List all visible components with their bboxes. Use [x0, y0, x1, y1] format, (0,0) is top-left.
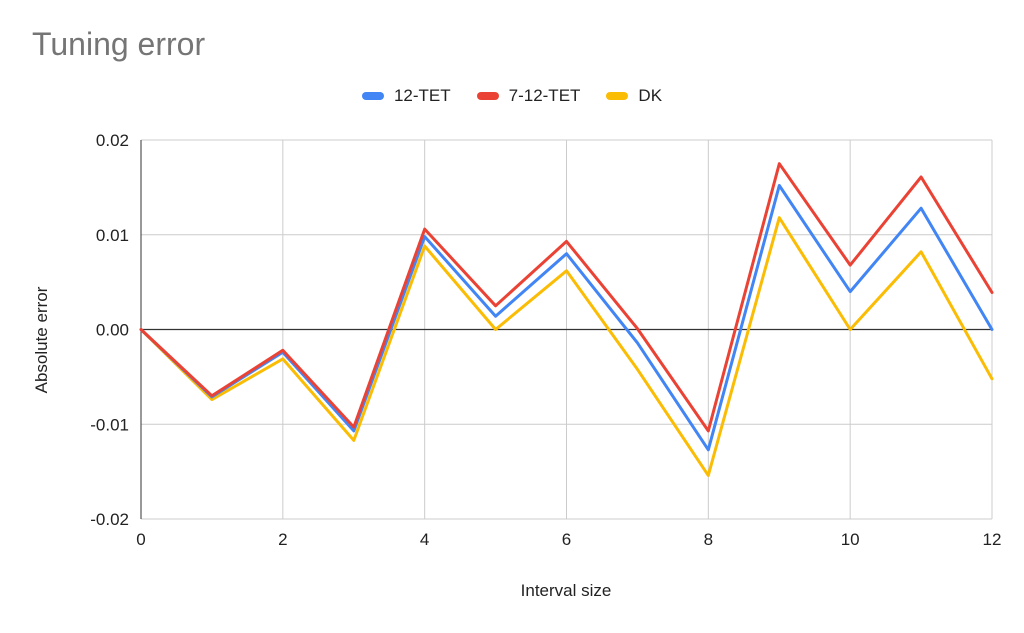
- legend-item-7-12-tet[interactable]: 7-12-TET: [476, 86, 581, 106]
- y-axis-ticks: 0.02 0.01 0.00 -0.01 -0.02: [90, 131, 129, 529]
- x-tick-label: 12: [983, 530, 1002, 549]
- legend-item-12-tet[interactable]: 12-TET: [361, 86, 451, 106]
- legend: 12-TET 7-12-TET DK: [0, 86, 1024, 106]
- y-axis-title: Absolute error: [32, 286, 51, 393]
- y-tick-label: -0.02: [90, 510, 129, 529]
- legend-item-dk[interactable]: DK: [606, 86, 662, 106]
- y-tick-label: 0.02: [96, 131, 129, 150]
- grid: [140, 139, 993, 520]
- x-tick-label: 4: [420, 530, 429, 549]
- legend-label-dk: DK: [638, 86, 663, 105]
- chart-title: Tuning error: [32, 26, 206, 62]
- series-line-7-12-tet: [139, 162, 994, 433]
- x-axis-title: Interval size: [521, 581, 612, 600]
- x-tick-label: 8: [704, 530, 713, 549]
- x-tick-label: 0: [136, 530, 145, 549]
- x-tick-label: 10: [841, 530, 860, 549]
- series-lines: [139, 162, 994, 477]
- legend-label-12-tet: 12-TET: [393, 86, 451, 105]
- series-line-dk: [139, 216, 994, 477]
- legend-swatch-12-tet: [361, 92, 384, 100]
- x-axis-ticks: 0 2 4 6 8 10 12: [136, 530, 1001, 549]
- y-tick-label: 0.01: [96, 226, 129, 245]
- legend-swatch-7-12-tet: [476, 92, 499, 100]
- x-tick-label: 2: [278, 530, 287, 549]
- y-tick-label: 0.00: [96, 321, 129, 340]
- x-tick-label: 6: [562, 530, 571, 549]
- y-tick-label: -0.01: [90, 415, 129, 434]
- legend-label-7-12-tet: 7-12-TET: [508, 86, 581, 105]
- legend-swatch-dk: [606, 92, 629, 100]
